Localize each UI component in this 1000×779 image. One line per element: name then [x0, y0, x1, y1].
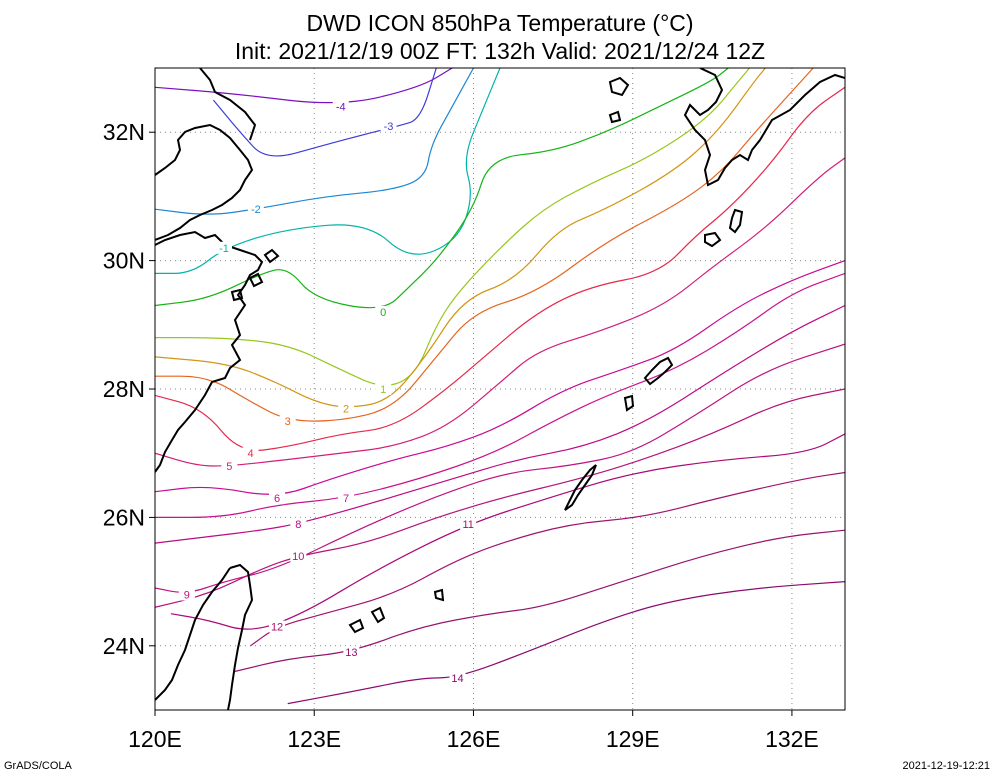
grads-credit: GrADS/COLA	[4, 760, 72, 772]
miyako-coast	[433, 588, 445, 602]
lat-tick-label: 30N	[103, 248, 145, 274]
contour-label-bg	[460, 517, 477, 530]
contour-label--3: -3	[384, 121, 394, 133]
contour-13	[234, 529, 845, 673]
contour--3	[212, 68, 437, 157]
jeju-coast	[608, 110, 622, 124]
north-coast	[199, 68, 257, 141]
contour-lines	[155, 68, 845, 705]
lon-tick-label: 120E	[128, 726, 182, 752]
contour-label-10: 10	[292, 551, 304, 563]
contour-label-bg	[449, 671, 466, 684]
taiwan-coast	[155, 563, 254, 710]
kyushu-coast	[683, 68, 845, 187]
grid-lines	[155, 68, 845, 710]
contour-label--4: -4	[336, 102, 346, 114]
contour-label-14: 14	[451, 673, 463, 685]
contour-label-1: 1	[380, 384, 386, 396]
lat-tick-label: 28N	[103, 376, 145, 402]
coastlines	[155, 68, 845, 710]
contour-label-bg	[269, 492, 286, 505]
contour-label-bg	[269, 620, 286, 633]
contour-label-bg	[338, 402, 355, 415]
ishigaki-coast	[348, 606, 386, 634]
lon-tick-label: 123E	[287, 726, 341, 752]
contour-label-bg	[242, 447, 259, 460]
contour-label-6: 6	[274, 493, 280, 505]
lon-tick-label: 132E	[765, 726, 819, 752]
contour-label-bg	[375, 383, 392, 395]
contour-label-bg	[380, 119, 397, 132]
contour-label-4: 4	[247, 448, 253, 460]
contour-3	[155, 68, 814, 422]
lon-tick-label: 126E	[447, 726, 501, 752]
contour-label-bg	[178, 588, 195, 601]
contour-label-3: 3	[285, 416, 291, 428]
contour-label-0: 0	[380, 307, 386, 319]
lat-tick-label: 24N	[103, 633, 145, 659]
tokunoshima-coast	[623, 394, 635, 412]
contour--1	[155, 68, 501, 275]
contour-label-bg	[290, 517, 307, 530]
contour-label--1: -1	[219, 243, 229, 255]
contour-label-8: 8	[295, 519, 301, 531]
lat-tick-label: 32N	[103, 119, 145, 145]
contour-label-bg	[221, 460, 238, 473]
contour-label-11: 11	[462, 519, 473, 531]
contour--4	[155, 68, 453, 104]
okinawa-coast	[564, 464, 597, 511]
render-timestamp: 2021-12-19-12:21	[902, 760, 990, 772]
map-title: DWD ICON 850hPa Temperature (°C)	[306, 10, 694, 36]
contour-2	[155, 68, 766, 408]
zhoushan-coast	[230, 248, 280, 302]
contour-label-2: 2	[343, 403, 349, 415]
china-coast	[155, 230, 264, 473]
yangtze-coast	[155, 123, 254, 241]
contour-label-9: 9	[184, 589, 190, 601]
contour-label--2: -2	[251, 204, 261, 216]
contour-12	[250, 471, 845, 647]
contour-label-bg	[279, 415, 296, 428]
yakushima-coast	[704, 231, 722, 248]
axis-ticks: 120E 123E 126E 129E 132E 24N 26N 28N 30N 32N	[103, 119, 819, 752]
contour-label-bg	[216, 241, 232, 254]
map-subtitle: Init: 2021/12/19 00Z FT: 132h Valid: 202…	[234, 38, 766, 64]
contour-label-bg	[375, 305, 392, 318]
contour--2	[155, 68, 475, 215]
contour-6	[155, 260, 845, 495]
contour-7	[155, 272, 845, 519]
contour-label-7: 7	[343, 493, 349, 505]
contour-label-bg	[290, 549, 307, 562]
contour-label-bg	[247, 203, 264, 216]
contour-label-bg	[338, 492, 355, 505]
lon-tick-label: 129E	[606, 726, 660, 752]
contour-label-bg	[343, 646, 360, 659]
contour-label-bg	[332, 100, 349, 113]
korea-coast	[608, 76, 630, 97]
contour-label-12: 12	[271, 622, 283, 634]
tanegashima-coast	[728, 208, 744, 234]
contour-label-5: 5	[226, 461, 232, 473]
amami-coast	[643, 356, 674, 386]
contour-9	[155, 343, 845, 593]
lat-tick-label: 26N	[103, 504, 145, 530]
contour-10	[155, 388, 845, 608]
contour-8	[155, 304, 845, 544]
contour-label-13: 13	[345, 647, 357, 659]
contour-14	[287, 581, 845, 705]
contour-11	[170, 433, 845, 630]
contour-1	[155, 68, 750, 386]
